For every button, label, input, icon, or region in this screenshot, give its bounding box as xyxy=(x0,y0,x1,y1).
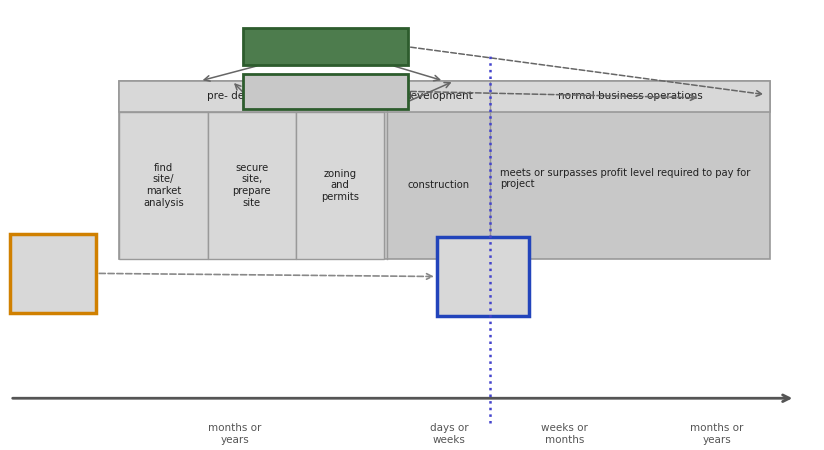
Text: weeks or
months: weeks or months xyxy=(541,423,588,445)
Text: months or
years: months or years xyxy=(691,423,743,445)
Text: new store
opens: new store opens xyxy=(446,262,520,291)
Text: months or
years: months or years xyxy=(208,423,261,445)
Bar xyxy=(296,112,384,259)
Bar xyxy=(243,28,408,65)
Bar xyxy=(208,112,296,259)
Bar xyxy=(437,237,529,316)
Bar xyxy=(119,81,770,112)
Bar xyxy=(119,112,208,259)
Text: normal business operations: normal business operations xyxy=(558,91,703,101)
Text: development: development xyxy=(405,91,473,101)
Text: idea for
new store: idea for new store xyxy=(16,259,91,288)
Text: pre- development: pre- development xyxy=(207,91,300,101)
Text: zoning
and
permits: zoning and permits xyxy=(321,169,359,202)
Text: fresh food financing: fresh food financing xyxy=(262,42,389,52)
Text: conventional financing: conventional financing xyxy=(262,86,389,96)
Text: meets or surpasses profit level required to pay for
project: meets or surpasses profit level required… xyxy=(500,168,751,189)
Text: find
site/
market
analysis: find site/ market analysis xyxy=(143,163,184,207)
Text: construction: construction xyxy=(408,180,470,190)
Text: days or
weeks: days or weeks xyxy=(430,423,468,445)
Text: secure
site,
prepare
site: secure site, prepare site xyxy=(232,163,271,207)
Bar xyxy=(10,234,96,313)
Bar xyxy=(243,74,408,109)
Bar xyxy=(119,81,770,259)
